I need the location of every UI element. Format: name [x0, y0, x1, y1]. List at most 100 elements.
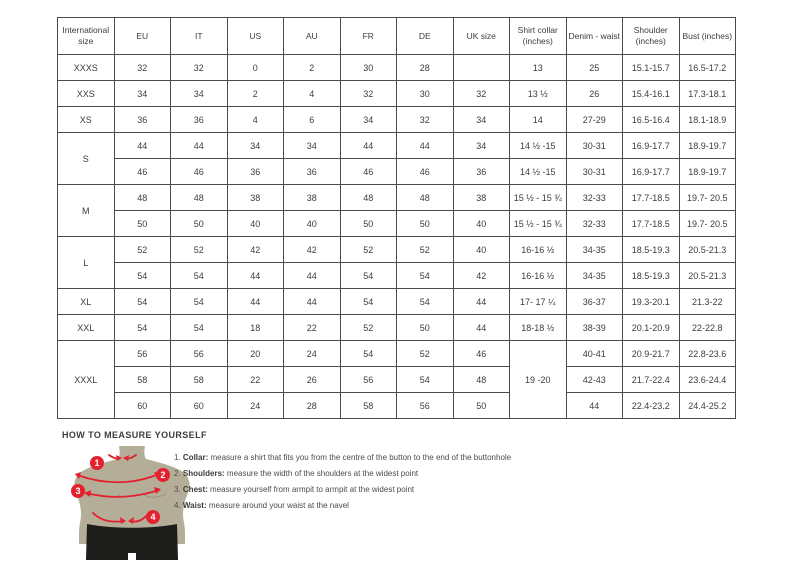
size-cell: 13 — [509, 54, 567, 81]
arrowhead — [116, 455, 122, 461]
size-cell: 15.4-16.1 — [622, 80, 680, 107]
size-cell: 52 — [396, 340, 454, 367]
size-cell: 52 — [396, 236, 454, 263]
table-row: 50 50 40 40 50 50 40 15 ½ - 15 ¾ 32-33 17.7-18.5 1… — [58, 210, 736, 237]
measure-item-chest: 3. Chest: measure yourself from armpit t… — [174, 482, 511, 498]
size-cell: 46 — [113, 158, 171, 185]
size-cell: 18-18 ½ — [509, 314, 567, 341]
size-cell: 38 — [283, 184, 341, 211]
size-cell: XS — [57, 106, 115, 133]
size-cell: 20 — [226, 340, 284, 367]
size-cell: 16.9-17.7 — [622, 158, 680, 185]
size-cell: 14 ½ -15 — [509, 132, 567, 159]
size-cell: M — [57, 184, 115, 237]
size-cell: XL — [57, 288, 115, 315]
size-cell: S — [57, 132, 115, 185]
size-cell: 46 — [339, 158, 397, 185]
size-cell: 54 — [339, 288, 397, 315]
arrowhead — [128, 517, 134, 524]
measure-item-collar: 1. Collar: measure a shirt that fits you… — [174, 450, 511, 466]
size-cell: 60 — [113, 392, 171, 419]
table-row: L 52 52 42 42 52 52 40 16-16 ½ 34-35 18.5-19.3 20.5… — [57, 236, 736, 289]
table-row: M 48 48 38 38 48 48 38 15 ½ - 15 ¾ 32-33 17.7-18.5… — [57, 184, 736, 237]
size-cell: 25 — [565, 54, 623, 81]
measure-instructions-list: 1. Collar: measure a shirt that fits you… — [174, 450, 511, 514]
item-number: 3. — [174, 485, 181, 494]
size-cell: 54 — [113, 262, 171, 289]
size-cell: 21.3-22 — [678, 288, 736, 315]
size-cell: 22 — [226, 366, 284, 393]
size-cell: 44 — [339, 132, 397, 159]
size-cell: 48 — [396, 184, 454, 211]
size-cell: 48 — [113, 184, 171, 211]
size-cell: 50 — [113, 210, 171, 237]
arrowhead — [120, 517, 126, 524]
size-cell: 32 — [452, 80, 510, 107]
table-row: XS 36 36 4 6 34 32 34 14 27-29 16.5-16.4 18.1-18.9 — [57, 106, 736, 133]
size-cell: 34 — [452, 132, 510, 159]
size-cell: 44 — [396, 132, 454, 159]
size-cell: 16.5-17.2 — [678, 54, 736, 81]
size-cell: 14 — [509, 106, 567, 133]
size-cell: 50 — [396, 210, 454, 237]
size-cell: 56 — [396, 392, 454, 419]
size-cell: 16-16 ½ — [509, 262, 567, 289]
item-number: 2. — [174, 469, 181, 478]
size-cell: 52 — [339, 236, 397, 263]
column-header: Shirt collar (inches) — [509, 17, 567, 55]
size-cell: 46 — [170, 158, 228, 185]
size-cell: 38 — [452, 184, 510, 211]
size-cell: 50 — [339, 210, 397, 237]
size-cell: 34 — [226, 132, 284, 159]
measure-step-badge-1: 1 — [90, 456, 104, 470]
size-cell: 32 — [170, 54, 228, 81]
torso-shorts — [86, 524, 178, 560]
table-row: XXXL 56 56 20 24 54 52 46 19 -20 40-41 20.9-21.7 22… — [57, 340, 736, 419]
column-header: EU — [113, 17, 171, 55]
size-cell: 36 — [170, 106, 228, 133]
size-cell: 40 — [452, 210, 510, 237]
size-cell: 52 — [170, 236, 228, 263]
arrowhead — [84, 490, 91, 497]
size-cell: 2 — [283, 54, 341, 81]
item-number: 4. — [174, 501, 181, 510]
size-cell: 28 — [283, 392, 341, 419]
arrowhead — [123, 455, 129, 461]
size-cell: 38-39 — [565, 314, 623, 341]
size-cell — [452, 54, 510, 81]
size-cell: 32 — [396, 106, 454, 133]
item-label: Collar: — [182, 453, 209, 462]
size-cell: 27-29 — [565, 106, 623, 133]
size-cell: 18.5-19.3 — [622, 262, 680, 289]
size-cell: 36 — [283, 158, 341, 185]
column-header: US — [226, 17, 284, 55]
size-cell: 58 — [339, 392, 397, 419]
table-row: 54 54 44 44 54 54 42 16-16 ½ 34-35 18.5-19.3 20.5-… — [58, 262, 736, 289]
column-header: AU — [283, 17, 341, 55]
size-cell: 36-37 — [565, 288, 623, 315]
size-cell: 24 — [226, 392, 284, 419]
size-cell: 19.7- 20.5 — [678, 210, 736, 237]
size-cell: 40-41 — [565, 340, 623, 367]
size-cell: 17.7-18.5 — [622, 210, 680, 237]
size-cell: 50 — [170, 210, 228, 237]
size-cell: 16.5-16.4 — [622, 106, 680, 133]
size-cell: 54 — [396, 262, 454, 289]
size-cell: 17.3-18.1 — [678, 80, 736, 107]
size-cell: 19 -20 — [509, 340, 567, 419]
size-chart-header: International size EU IT US AU FR DE UK size Shi… — [57, 17, 736, 55]
size-cell: 58 — [170, 366, 228, 393]
size-cell: 54 — [113, 288, 171, 315]
size-cell: 20.5-21.3 — [678, 262, 736, 289]
size-cell: 20.1-20.9 — [622, 314, 680, 341]
size-cell: 22-22.8 — [678, 314, 736, 341]
item-text: measure yourself from armpit to armpit a… — [210, 485, 415, 494]
size-cell: 54 — [339, 340, 397, 367]
item-text: measure the width of the shoulders at th… — [226, 469, 419, 478]
column-header: DE — [396, 17, 454, 55]
size-cell: 0 — [226, 54, 284, 81]
table-row: XXL 54 54 18 22 52 50 44 18-18 ½ 38-39 20.1-20.9 22… — [57, 314, 736, 341]
measure-step-badge-3: 3 — [71, 484, 85, 498]
size-cell: 34 — [113, 80, 171, 107]
size-cell: XXL — [57, 314, 115, 341]
